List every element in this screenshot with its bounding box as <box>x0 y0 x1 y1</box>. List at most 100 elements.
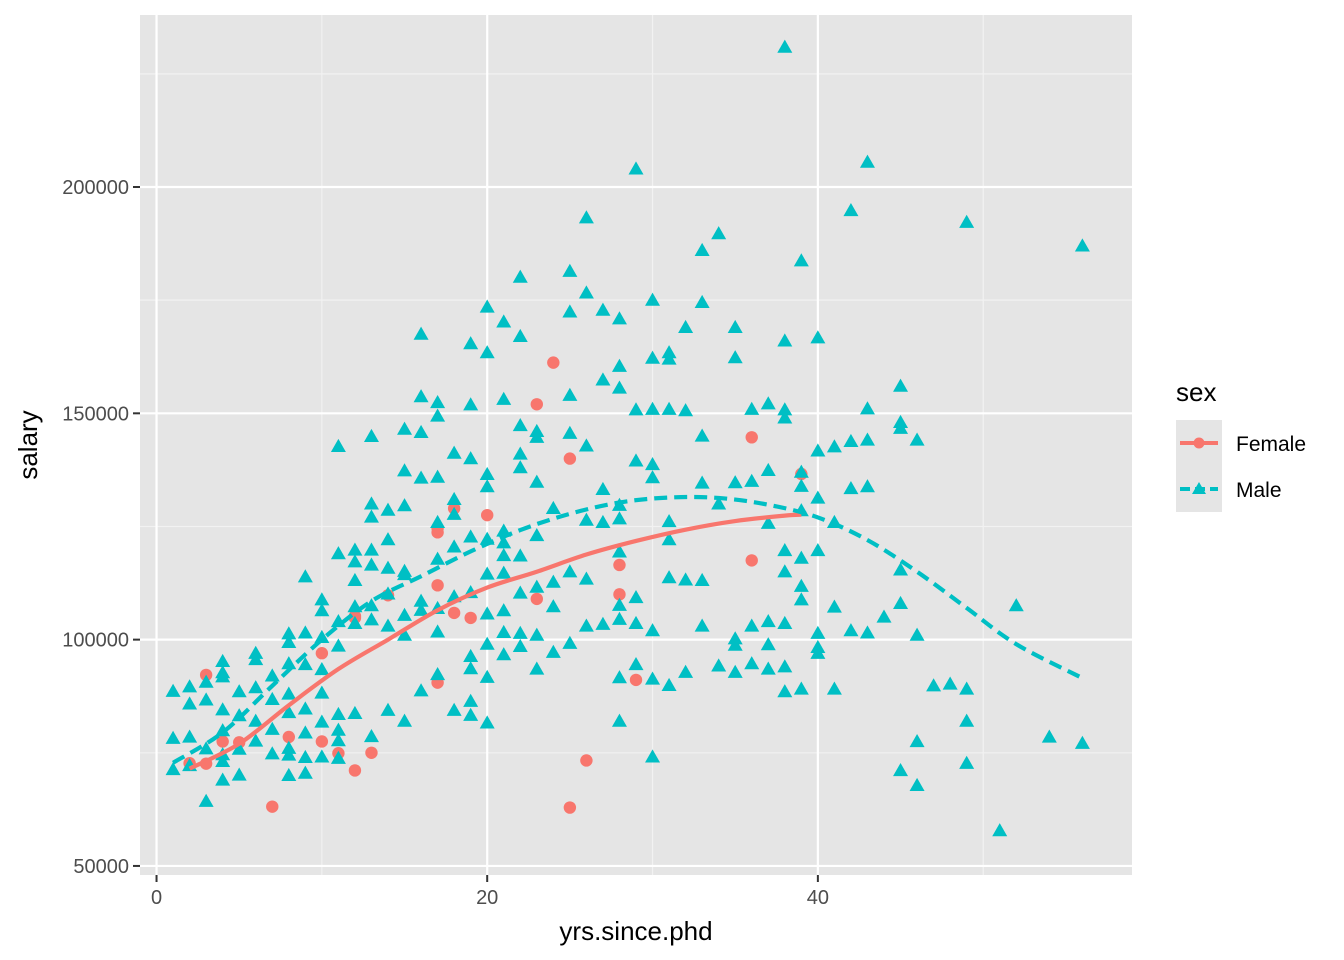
point-male <box>595 372 611 386</box>
point-male <box>529 579 545 593</box>
point-male <box>463 648 479 663</box>
point-male <box>182 729 198 743</box>
y-axis-title: salary <box>13 410 43 479</box>
point-male <box>281 705 297 719</box>
point-male <box>545 500 561 514</box>
point-male <box>545 644 561 658</box>
point-male <box>413 389 429 403</box>
point-male <box>297 657 313 671</box>
point-female <box>216 735 229 748</box>
point-female <box>431 579 444 592</box>
point-male <box>661 401 677 415</box>
point-female <box>481 508 494 522</box>
point-male <box>793 681 809 695</box>
y-tick-label: 100000 <box>62 630 129 652</box>
point-male <box>330 638 346 652</box>
point-male <box>727 350 743 364</box>
point-male <box>496 547 512 562</box>
point-male <box>859 625 875 639</box>
point-male <box>959 755 975 769</box>
point-male <box>512 625 528 639</box>
point-male <box>694 618 710 632</box>
legend: sex Female Male <box>1176 377 1306 512</box>
point-male <box>959 713 975 727</box>
x-axis: 0 20 40 <box>151 875 829 909</box>
point-male <box>578 210 594 224</box>
point-male <box>479 466 495 481</box>
point-male <box>479 715 495 729</box>
point-male <box>578 438 594 452</box>
point-male <box>628 161 644 175</box>
point-male <box>512 548 528 562</box>
point-male <box>363 509 379 523</box>
point-male <box>777 564 793 578</box>
point-male <box>661 532 677 546</box>
point-male <box>496 314 512 328</box>
point-male <box>562 304 578 318</box>
point-male <box>479 606 495 620</box>
point-male <box>297 725 313 739</box>
point-male <box>843 433 859 448</box>
point-female <box>530 592 543 606</box>
point-male <box>430 551 446 565</box>
point-male <box>678 664 694 678</box>
point-male <box>363 496 379 510</box>
point-male <box>281 686 297 700</box>
point-male <box>611 380 627 394</box>
y-axis: 50000 100000 150000 200000 <box>62 177 140 878</box>
point-male <box>380 560 396 574</box>
point-male <box>611 544 627 558</box>
point-male <box>562 635 578 649</box>
point-male <box>744 473 760 487</box>
point-male <box>215 753 231 768</box>
point-male <box>793 592 809 606</box>
point-female <box>266 800 279 813</box>
point-male <box>264 721 280 735</box>
point-male <box>479 566 495 580</box>
point-male <box>347 615 363 629</box>
point-male <box>777 615 793 629</box>
point-male <box>893 378 909 392</box>
point-male <box>281 740 297 754</box>
point-male <box>479 299 495 313</box>
point-male <box>314 629 330 643</box>
point-male <box>297 749 313 763</box>
point-male <box>413 602 429 616</box>
point-male <box>645 350 661 364</box>
point-male <box>397 566 413 581</box>
point-female <box>613 558 626 572</box>
point-male <box>397 421 413 435</box>
point-male <box>446 506 462 520</box>
point-male <box>859 479 875 493</box>
point-male <box>777 39 793 53</box>
point-male <box>496 565 512 579</box>
point-female <box>282 730 295 744</box>
point-male <box>330 438 346 452</box>
point-male <box>595 302 611 316</box>
point-male <box>529 429 545 443</box>
point-male <box>694 572 710 586</box>
point-male <box>893 420 909 434</box>
point-female <box>315 735 329 748</box>
point-male <box>215 702 231 716</box>
point-male <box>330 706 346 720</box>
point-male <box>694 428 710 442</box>
x-tick-label: 20 <box>476 887 498 909</box>
point-male <box>512 460 528 474</box>
point-male <box>711 226 727 240</box>
point-female <box>365 746 378 759</box>
x-tick-label: 0 <box>151 887 162 909</box>
point-male <box>264 668 280 682</box>
point-male <box>380 532 396 546</box>
point-male <box>215 723 231 737</box>
point-female <box>447 606 461 620</box>
point-male <box>363 428 379 443</box>
point-male <box>363 612 379 626</box>
fit-line-male <box>171 494 1084 765</box>
fit-lines <box>171 494 1084 771</box>
point-male <box>479 636 495 650</box>
point-male <box>248 680 264 694</box>
point-male <box>463 707 479 721</box>
point-male <box>281 626 297 640</box>
